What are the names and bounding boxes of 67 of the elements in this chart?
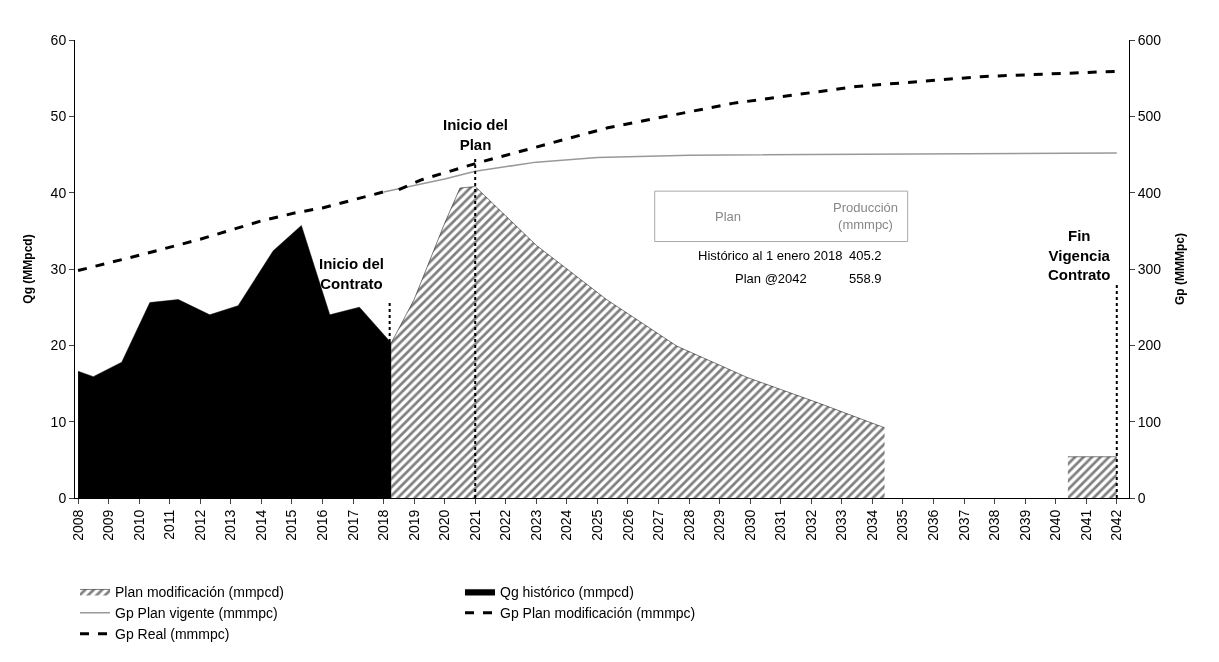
- x-tick-label: 2039: [1016, 509, 1033, 541]
- y2-tick-label: 400: [1137, 184, 1162, 201]
- y-tick-label: 40: [50, 184, 67, 201]
- x-tick-label: 2024: [558, 509, 575, 541]
- x-tick-label: 2013: [222, 509, 239, 541]
- legend-label: Qg histórico (mmpcd): [500, 583, 634, 600]
- x-tick-label: 2029: [711, 509, 728, 541]
- y-tick-label: 30: [50, 260, 67, 277]
- ref-line-label: Inicio del Plan: [443, 116, 509, 153]
- x-tick-label: 2012: [191, 509, 208, 541]
- x-tick-label: 2008: [69, 509, 86, 541]
- x-tick-label: 2023: [527, 509, 544, 541]
- ref-line-label: Inicio del Contrato: [319, 255, 385, 292]
- x-tick-label: 2014: [252, 509, 269, 541]
- x-tick-label: 2015: [283, 509, 300, 541]
- x-tick-label: 2035: [894, 509, 911, 541]
- x-tick-label: 2031: [772, 509, 789, 541]
- x-tick-label: 2026: [619, 509, 636, 541]
- annotation: Histórico al 1 enero 2018: [698, 248, 843, 263]
- line-series: [382, 152, 1118, 193]
- x-tick-label: 2038: [986, 509, 1003, 541]
- x-tick-label: 2030: [741, 509, 758, 541]
- y2-axis-title: Gp (MMMpc): [1173, 233, 1188, 305]
- annotation: Plan: [715, 209, 742, 224]
- y-axis-title: Qg (MMpcd): [20, 234, 35, 304]
- x-tick-label: 2033: [833, 509, 850, 541]
- x-tick-label: 2018: [375, 509, 392, 541]
- x-tick-label: 2022: [497, 509, 514, 541]
- y2-tick-label: 300: [1137, 260, 1162, 277]
- x-tick-label: 2016: [314, 509, 331, 541]
- x-tick-label: 2017: [344, 509, 361, 541]
- y-tick-label: 10: [50, 413, 67, 430]
- x-tick-label: 2037: [955, 509, 972, 541]
- x-tick-label: 2021: [466, 509, 483, 541]
- x-tick-label: 2032: [802, 509, 819, 541]
- y-tick-label: 0: [58, 489, 67, 506]
- y2-tick-label: 100: [1137, 413, 1162, 430]
- annotation: Plan @2042: [735, 271, 807, 286]
- annotation: 558.9: [849, 271, 882, 286]
- legend-label: Gp Plan vigente (mmmpc): [115, 605, 278, 622]
- y-tick-label: 20: [50, 337, 67, 354]
- x-tick-label: 2028: [680, 509, 697, 541]
- y2-tick-label: 600: [1137, 31, 1162, 48]
- legend-label: Gp Real (mmmpc): [115, 626, 230, 643]
- y-tick-label: 60: [50, 31, 67, 48]
- y2-tick-label: 500: [1137, 108, 1162, 125]
- ref-line-label: Fin Vigencia Contrato: [1048, 227, 1111, 283]
- x-tick-label: 2020: [436, 509, 453, 541]
- x-tick-label: 2042: [1108, 509, 1125, 541]
- x-tick-label: 2027: [650, 509, 667, 541]
- x-tick-label: 2025: [588, 509, 605, 541]
- legend-label: Gp Plan modificación (mmmpc): [500, 605, 696, 622]
- x-tick-label: 2011: [161, 509, 178, 540]
- annotation: 405.2: [849, 248, 882, 263]
- x-tick-label: 2009: [100, 509, 117, 541]
- x-tick-label: 2019: [405, 509, 422, 541]
- line-series: [76, 190, 386, 273]
- y-tick-label: 50: [50, 108, 67, 125]
- x-tick-label: 2034: [863, 509, 880, 541]
- x-tick-label: 2036: [925, 509, 942, 541]
- x-tick-label: 2010: [130, 509, 147, 541]
- x-tick-label: 2040: [1047, 509, 1064, 541]
- y2-tick-label: 200: [1137, 337, 1162, 354]
- annotation: Producción (mmmpc): [833, 200, 899, 232]
- legend-label: Plan modificación (mmpcd): [115, 583, 284, 600]
- y2-tick-label: 0: [1137, 489, 1146, 506]
- x-tick-label: 2041: [1077, 509, 1094, 541]
